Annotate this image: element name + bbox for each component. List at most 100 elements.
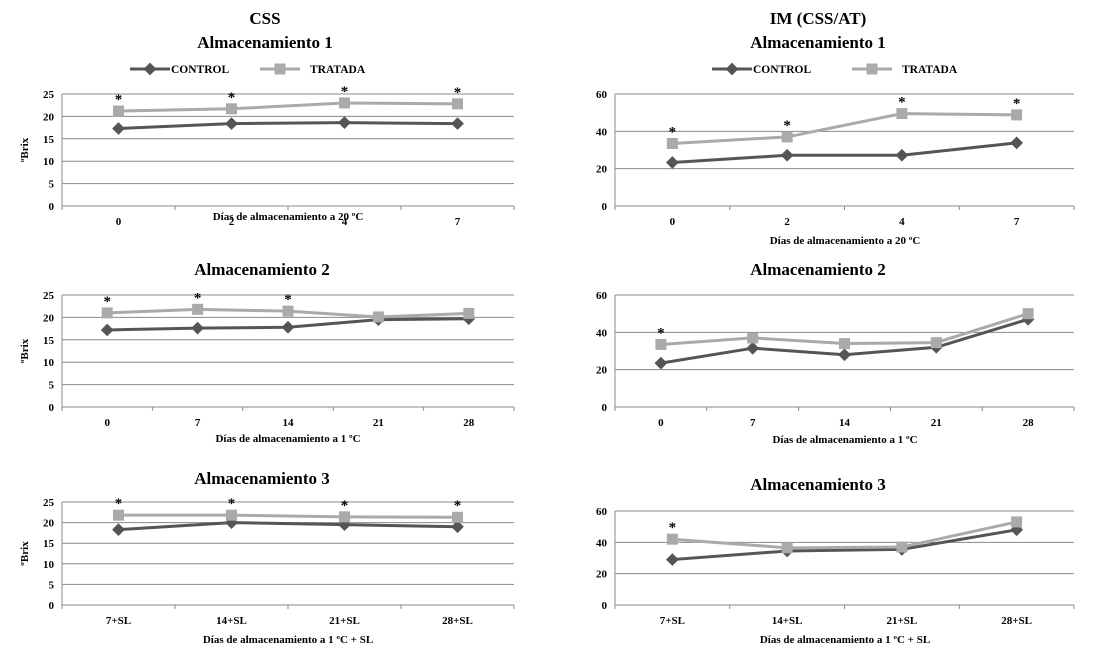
y-tick-label: 25 — [43, 290, 55, 302]
x-axis-label: Días de almacenamiento a 1 ºC + SL — [760, 634, 930, 646]
x-tick-label: 28 — [1023, 417, 1035, 429]
y-tick-label: 60 — [596, 89, 608, 101]
left-column-title: CSS — [249, 9, 280, 28]
significance-marker: * — [669, 520, 677, 536]
control-series-line — [672, 141, 1017, 165]
y-tick-label: 5 — [49, 579, 55, 591]
chart-title: Almacenamiento 1 — [750, 33, 886, 52]
y-tick-label: 40 — [596, 126, 608, 138]
y-tick-label: 20 — [596, 365, 608, 377]
brix-chart-storage-2: 0 5 10 15 20 25 0 7 14 21 28 Días de almacenamiento… — [19, 290, 515, 445]
x-axis-label: Días de almacenamiento a 1 ºC — [772, 434, 917, 446]
chart-title: Almacenamiento 3 — [194, 469, 330, 488]
y-tick-label: 0 — [49, 402, 55, 414]
control-data-point — [112, 122, 125, 135]
control-series-line — [118, 121, 458, 130]
treated-data-point — [113, 105, 124, 117]
right-column-title: IM (CSS/AT) — [770, 9, 867, 28]
significance-marker: * — [898, 95, 906, 111]
treated-data-point — [781, 131, 793, 143]
significance-marker: * — [341, 498, 349, 514]
x-tick-label: 21 — [931, 417, 942, 429]
treated-data-point — [101, 307, 113, 319]
y-tick-label: 0 — [602, 201, 608, 213]
treated-data-point — [747, 332, 759, 344]
x-tick-label: 14 — [839, 417, 851, 429]
legend-treated-label: TRATADA — [310, 64, 366, 76]
y-tick-label: 0 — [49, 201, 55, 213]
y-tick-label: 25 — [43, 497, 55, 509]
treated-data-point — [1011, 516, 1023, 528]
x-tick-label: 7 — [1014, 216, 1020, 228]
legend-treated-marker — [866, 63, 878, 75]
x-tick-label: 4 — [342, 216, 348, 228]
x-tick-label: 21+SL — [329, 615, 360, 627]
treated-data-point — [339, 511, 350, 523]
control-data-point — [451, 117, 464, 130]
legend-control-marker — [143, 62, 157, 76]
control-data-point — [746, 341, 760, 355]
significance-marker: * — [115, 496, 123, 512]
legend-control-label: CONTROL — [171, 64, 229, 76]
treated-series-line — [118, 513, 458, 519]
treated-data-point — [1022, 308, 1034, 320]
brix-chart-storage-1: 0 5 10 15 20 25 0 2 4 7 Días de almacenamiento a 2… — [19, 84, 515, 228]
y-tick-label: 20 — [596, 164, 608, 176]
x-tick-label: 21+SL — [887, 615, 918, 627]
chart-title: Almacenamiento 2 — [750, 260, 886, 279]
x-tick-label: 2 — [229, 216, 235, 228]
control-data-point — [654, 356, 668, 370]
treated-data-point — [452, 511, 463, 523]
treated-data-point — [372, 311, 384, 323]
y-tick-label: 40 — [596, 327, 608, 339]
y-tick-label: 60 — [596, 290, 608, 302]
significance-marker: * — [284, 292, 292, 308]
legend-treated-marker — [274, 63, 286, 75]
treated-data-point — [113, 509, 124, 521]
control-data-point — [895, 148, 909, 162]
significance-marker: * — [228, 90, 236, 106]
control-data-point — [1010, 136, 1023, 150]
y-tick-label: 20 — [596, 569, 608, 581]
y-tick-label: 15 — [43, 134, 55, 146]
significance-marker: * — [103, 294, 111, 310]
y-tick-label: 10 — [43, 357, 55, 369]
y-tick-label: 60 — [596, 506, 608, 518]
x-tick-label: 28+SL — [442, 615, 473, 627]
significance-marker: * — [783, 118, 791, 134]
significance-marker: * — [228, 496, 236, 512]
y-axis-label: ºBrix — [19, 338, 31, 363]
legend-control-label: CONTROL — [753, 64, 811, 76]
legend-control-marker — [725, 62, 739, 76]
y-tick-label: 0 — [602, 402, 608, 414]
y-tick-label: 20 — [43, 111, 55, 123]
control-data-point — [838, 348, 851, 362]
y-tick-label: 0 — [49, 600, 55, 612]
x-tick-label: 14+SL — [772, 615, 803, 627]
brix-chart-storage-3: 0 5 10 15 20 25 7+SL 14+SL 21+SL 28+SL Días de alm… — [19, 496, 515, 646]
x-tick-label: 4 — [899, 216, 905, 228]
y-tick-label: 5 — [49, 380, 55, 392]
y-tick-label: 20 — [43, 518, 55, 530]
chart-title: Almacenamiento 3 — [750, 475, 886, 494]
treated-data-point — [781, 542, 793, 554]
control-data-point — [780, 148, 794, 162]
x-tick-label: 7 — [455, 216, 461, 228]
control-data-point — [338, 116, 351, 130]
control-series-line — [672, 528, 1017, 562]
significance-marker: * — [341, 84, 349, 100]
treated-data-point — [1011, 109, 1023, 121]
significance-marker: * — [454, 85, 462, 101]
y-axis-label: ºBrix — [19, 137, 31, 162]
chart-title: Almacenamiento 1 — [197, 33, 333, 52]
treated-data-point — [666, 533, 678, 545]
treated-data-point — [666, 137, 678, 149]
significance-marker: * — [454, 498, 462, 514]
y-tick-label: 25 — [43, 89, 55, 101]
im-chart-storage-2: 0 20 40 60 0 7 14 21 28 Días de almacenamiento a … — [596, 290, 1075, 446]
control-data-point — [225, 117, 238, 130]
x-tick-label: 28 — [463, 417, 475, 429]
x-tick-label: 7 — [195, 417, 201, 429]
x-tick-label: 7 — [750, 417, 756, 429]
